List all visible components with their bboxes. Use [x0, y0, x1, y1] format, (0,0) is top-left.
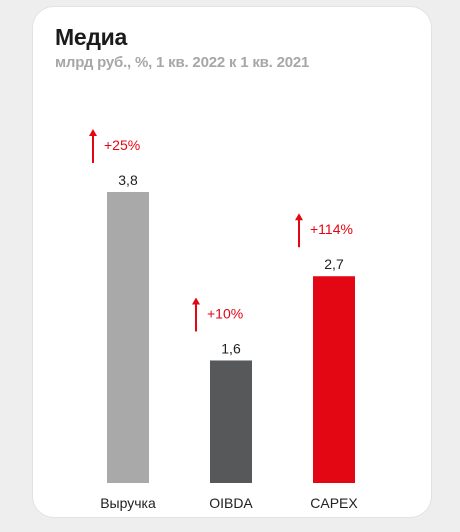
arrow-up-icon [89, 129, 97, 163]
chart-card: Медиа млрд руб., %, 1 кв. 2022 к 1 кв. 2… [32, 6, 432, 518]
value-label-выручка: 3,8 [118, 172, 138, 188]
bar-capex [313, 276, 355, 483]
bar-выручка [107, 192, 149, 483]
change-label-capex: +114% [310, 221, 353, 237]
bar-oibda [210, 360, 252, 483]
value-label-capex: 2,7 [324, 256, 344, 272]
chart-title: Медиа [55, 24, 127, 50]
category-label-oibda: OIBDA [209, 495, 253, 511]
change-label-oibda: +10% [207, 305, 243, 321]
arrow-up-icon [295, 213, 303, 248]
bar-chart: 3,8 +25% Выручка 1,6 +10% OIBDA 2,7 +114% CAPEX [89, 129, 358, 511]
chart-subtitle: млрд руб., %, 1 кв. 2022 к 1 кв. 2021 [55, 54, 310, 71]
category-label-выручка: Выручка [100, 495, 156, 511]
change-label-выручка: +25% [104, 137, 140, 153]
value-label-oibda: 1,6 [221, 340, 241, 356]
arrow-up-icon [192, 297, 200, 332]
category-label-capex: CAPEX [310, 495, 358, 511]
